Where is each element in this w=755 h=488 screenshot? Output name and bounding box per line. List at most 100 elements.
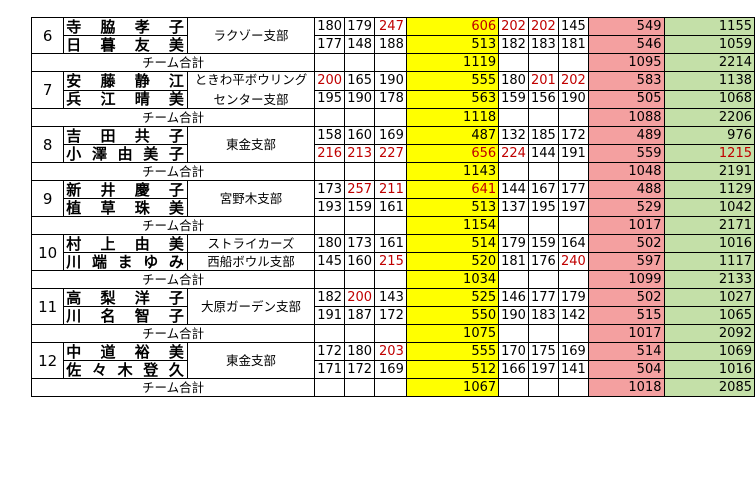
empty-cell: [498, 53, 529, 72]
empty-cell: [314, 108, 346, 127]
empty-cell: [527, 378, 559, 397]
game-score: 179: [344, 17, 376, 36]
grand-total: 1016: [663, 360, 755, 379]
player-row: 植草珠美 193 159 161 513 137 195 197 529 1042: [32, 198, 755, 217]
first-half-total: 514: [405, 234, 500, 253]
empty-cell: [498, 108, 529, 127]
game-score: 164: [557, 234, 589, 253]
grand-total: 1215: [663, 144, 755, 163]
club-name: ストライカーズ: [186, 234, 316, 253]
game-score: 203: [374, 342, 407, 361]
second-half-total: 489: [587, 126, 665, 145]
second-half-total: 488: [587, 180, 665, 199]
second-half-total: 502: [587, 234, 665, 253]
game-score: 257: [344, 180, 376, 199]
team-second-half-total: 1017: [587, 216, 665, 235]
empty-cell: [374, 324, 407, 343]
team-rank: 8: [30, 126, 65, 163]
game-score: 177: [527, 288, 559, 307]
first-half-total: 550: [405, 306, 500, 325]
empty-cell: [374, 108, 407, 127]
player-row: 12 中道裕美 東金支部 172 180 203 555 170 175 169 514 1069: [30, 342, 755, 379]
game-score: 215: [374, 252, 407, 271]
empty-cell: [527, 270, 559, 289]
empty-cell: [314, 216, 346, 235]
player-row: 11 高梨洋子 大原ガーデン支部 182 200 143 525 146 177 179 502 10…: [30, 288, 755, 325]
grand-total: 1117: [663, 252, 755, 271]
game-score: 200: [344, 288, 376, 307]
grand-total: 1155: [663, 17, 755, 36]
second-half-total: 529: [587, 198, 665, 217]
game-score: 173: [314, 180, 346, 199]
game-score: 167: [527, 180, 559, 199]
game-score: 171: [314, 360, 346, 379]
player-name: 小澤由美子: [63, 144, 188, 163]
club-name-line2: センター支部: [213, 92, 289, 107]
game-score: 197: [527, 360, 559, 379]
team-rank: 10: [30, 234, 65, 271]
game-score: 176: [527, 252, 559, 271]
first-half-total: 520: [405, 252, 500, 271]
game-score: 182: [498, 35, 529, 54]
empty-cell: [527, 53, 559, 72]
game-score: 142: [557, 306, 589, 325]
score-table-body: 6 寺脇孝子 ラクゾー支部 180 179 247 606 202 202 145 549 1155 日…: [30, 17, 755, 397]
empty-cell: [557, 378, 589, 397]
second-half-total: 504: [587, 360, 665, 379]
empty-cell: [344, 378, 376, 397]
game-score: 197: [557, 198, 589, 217]
empty-cell: [374, 216, 407, 235]
team-grand-total: 2092: [663, 324, 755, 343]
empty-cell: [527, 162, 559, 181]
game-score: 185: [527, 126, 559, 145]
game-score: 146: [498, 288, 529, 307]
team-rank: 6: [30, 17, 65, 54]
first-half-total: 555: [405, 342, 500, 361]
team-second-half-total: 1018: [587, 378, 665, 397]
game-score: 202: [527, 17, 559, 36]
team-total-row: チーム合計 1143 1048 2191: [30, 162, 755, 181]
game-score: 169: [557, 342, 589, 361]
club-name: 宮野木支部: [186, 180, 316, 217]
club-name: 大原ガーデン支部: [186, 288, 316, 325]
game-score: 166: [498, 360, 529, 379]
game-score: 240: [557, 252, 589, 271]
team-total-label: チーム合計: [30, 378, 316, 397]
club-name: ときわ平ボウリング センター支部: [186, 71, 316, 109]
team-rank: 11: [30, 288, 65, 325]
team-second-half-total: 1095: [587, 53, 665, 72]
team-second-half-total: 1099: [587, 270, 665, 289]
team-grand-total: 2191: [663, 162, 755, 181]
grand-total: 1027: [663, 288, 755, 307]
grand-total: 1065: [663, 306, 755, 325]
empty-cell: [498, 270, 529, 289]
team-second-half-total: 1048: [587, 162, 665, 181]
player-row: 小澤由美子 216 213 227 656 224 144 191 559 1215: [32, 144, 755, 163]
game-score: 145: [314, 252, 346, 271]
empty-cell: [344, 216, 376, 235]
team-first-half-total: 1154: [405, 216, 500, 235]
second-half-total: 549: [587, 17, 665, 36]
player-name: 安藤静江: [63, 71, 188, 91]
team-total-label: チーム合計: [30, 324, 316, 343]
player-name: 中道裕美: [63, 342, 188, 361]
game-score: 178: [374, 89, 407, 109]
first-half-total: 563: [405, 89, 500, 109]
game-score: 172: [314, 342, 346, 361]
game-score: 173: [344, 234, 376, 253]
player-name: 日暮友美: [63, 35, 188, 54]
empty-cell: [344, 108, 376, 127]
game-score: 172: [344, 360, 376, 379]
first-half-total: 525: [405, 288, 500, 307]
game-score: 144: [527, 144, 559, 163]
team-total-row: チーム合計 1067 1018 2085: [30, 378, 755, 397]
game-score: 216: [314, 144, 346, 163]
first-half-total: 512: [405, 360, 500, 379]
game-score: 156: [527, 89, 559, 109]
team-rank: 12: [30, 342, 65, 379]
game-score: 141: [557, 360, 589, 379]
second-half-total: 515: [587, 306, 665, 325]
club-name: ラクゾー支部: [186, 17, 316, 54]
game-score: 183: [527, 306, 559, 325]
grand-total: 1068: [663, 89, 755, 109]
